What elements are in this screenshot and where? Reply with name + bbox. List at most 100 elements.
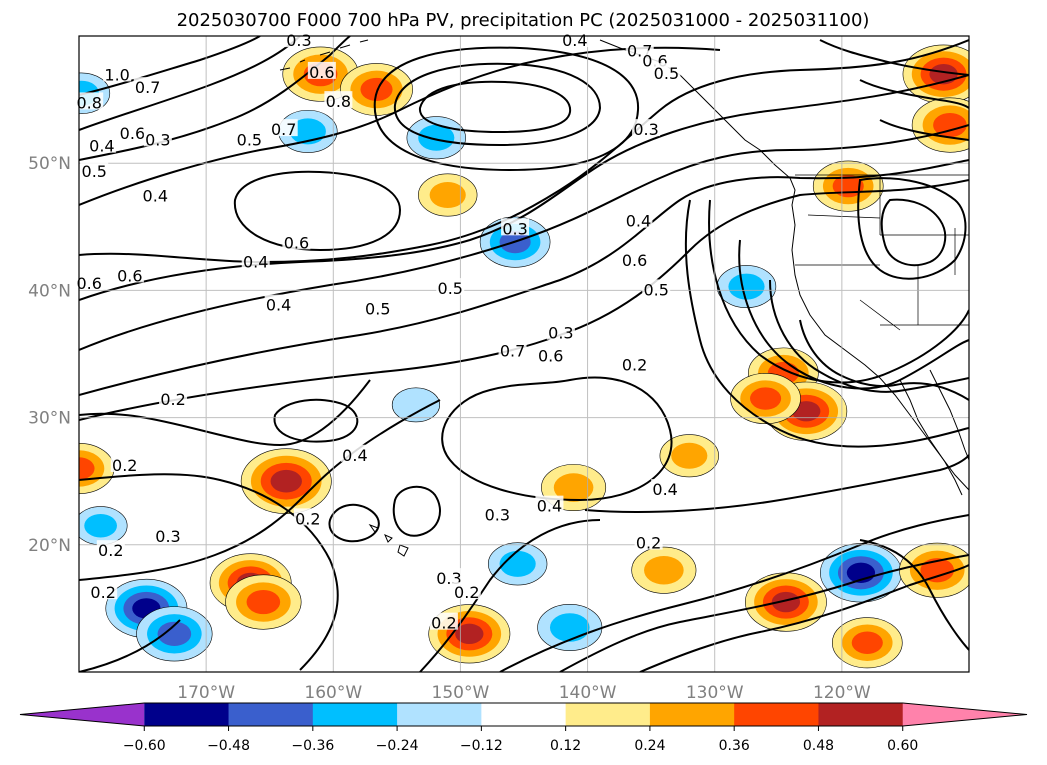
- colorbar-tick-label: −0.36: [291, 738, 334, 754]
- pv-contour-line: [684, 199, 969, 448]
- colorbar-tick-label: −0.12: [460, 738, 503, 754]
- contour-label-text: 0.5: [438, 279, 463, 298]
- pv-contour-line: [79, 124, 969, 351]
- contour-label: 0.7: [269, 119, 298, 139]
- precip-level-fill: [391, 387, 440, 423]
- precip-level-fill: [84, 513, 117, 538]
- contour-label-text: 0.5: [237, 130, 262, 149]
- precip-positive-blob: [418, 173, 478, 217]
- precip-positive-blob: [812, 160, 884, 212]
- contour-label-text: 0.8: [76, 93, 101, 112]
- state-borders: [795, 174, 969, 331]
- contour-label-text: 0.4: [266, 296, 291, 315]
- contour-label-bg: [651, 479, 680, 497]
- pv-contour-line: [880, 198, 947, 267]
- precip-level-fill: [549, 613, 590, 642]
- precip-positive-blob: [744, 572, 827, 632]
- precip-positive-blob: [631, 546, 697, 594]
- contour-label-text: 0.6: [309, 63, 334, 82]
- precip-level-fill: [455, 623, 484, 645]
- precip-negative-blob: [136, 606, 213, 662]
- contour-label: 0.6: [118, 122, 147, 143]
- latitude-tick-label: 50°N: [28, 154, 71, 174]
- contour-label: 0.3: [632, 119, 661, 139]
- colorbar-tick-label: 0.24: [634, 738, 665, 754]
- precip-level-fill: [644, 555, 684, 585]
- contour-label-bg: [115, 265, 144, 283]
- contour-label: 0.6: [115, 265, 144, 285]
- contour-label-bg: [535, 495, 564, 513]
- contour-label-bg: [75, 273, 104, 291]
- pv-contour-line: [859, 79, 969, 109]
- precip-positive-blob: [831, 617, 903, 669]
- pv-contour-line: [79, 619, 181, 672]
- pv-contour-line: [639, 564, 969, 672]
- north-america-coastline: [599, 39, 969, 491]
- contour-label-bg: [546, 322, 575, 340]
- contour-label-bg: [118, 122, 147, 140]
- contour-label: 0.2: [452, 582, 481, 602]
- contour-label: 0.4: [264, 294, 293, 315]
- contour-label: 0.3: [284, 30, 313, 50]
- colorbar-swatch: [734, 703, 819, 726]
- precip-positive-blob: [730, 373, 801, 425]
- contour-label-text: 0.4: [626, 212, 651, 231]
- contour-label-bg: [501, 218, 530, 236]
- precip-negative-blob: [537, 604, 603, 651]
- colorbar-tick-label: 0.36: [719, 738, 750, 754]
- contour-label: 0.4: [87, 135, 116, 156]
- contour-label: 0.6: [282, 232, 311, 252]
- pv-contour-line: [79, 179, 969, 421]
- pv-contour-line: [559, 554, 969, 672]
- map-area: 1.00.70.80.60.40.50.30.40.50.70.30.60.80…: [75, 30, 970, 673]
- contour-label-bg: [133, 77, 162, 95]
- contour-label-bg: [498, 340, 527, 358]
- colorbar-tick-label: −0.48: [207, 738, 250, 754]
- contour-label-text: 0.3: [633, 120, 658, 139]
- contour-label-text: 0.7: [271, 120, 296, 139]
- contour-label-bg: [80, 161, 109, 179]
- precip-level-fill: [246, 589, 281, 615]
- colorbar-swatch: [818, 703, 904, 726]
- precip-level-fill: [851, 631, 883, 654]
- contour-label: 0.6: [620, 250, 649, 270]
- pv-contour-line: [79, 36, 351, 161]
- precip-positive-blob: [79, 442, 115, 494]
- longitude-ticks: 170°W 160°W 150°W 140°W 130°W 120°W: [177, 683, 871, 703]
- contour-label: 0.8: [75, 92, 104, 112]
- contour-label-bg: [96, 540, 125, 558]
- longitude-tick-label: 140°W: [559, 683, 617, 703]
- contour-label-text: 0.4: [537, 497, 562, 516]
- contour-label-text: 0.3: [286, 31, 311, 50]
- contour-label: 0.2: [293, 508, 322, 528]
- contour-label: 0.2: [620, 354, 649, 374]
- contour-label: 0.2: [159, 388, 188, 409]
- graticule: [79, 36, 969, 672]
- contour-label-text: 0.2: [295, 509, 320, 528]
- colorbar-tick-label: −0.60: [123, 738, 166, 754]
- contour-label-text: 0.5: [82, 162, 107, 181]
- contour-label: 0.4: [141, 185, 170, 205]
- contour-label-bg: [483, 504, 512, 522]
- pv-contour-line: [708, 199, 969, 384]
- contour-label-bg: [620, 354, 649, 372]
- contour-label: 0.2: [89, 582, 118, 602]
- precip-level-fill: [553, 473, 594, 502]
- precip-positive-blob: [899, 542, 969, 598]
- precip-level-fill: [499, 550, 536, 577]
- pv-contour-line: [79, 159, 969, 396]
- contour-label: 0.7: [133, 77, 162, 97]
- precip-level-fill: [157, 621, 192, 646]
- contour-label: 0.3: [546, 322, 575, 343]
- pv-contour-layer: [79, 36, 969, 672]
- contour-label-text: 0.3: [485, 506, 510, 525]
- precip-level-fill: [289, 118, 326, 145]
- contour-label-text: 0.4: [243, 252, 268, 271]
- contour-label: 0.4: [241, 251, 270, 271]
- precip-positive-blob: [659, 434, 719, 478]
- contour-label-text: 0.3: [548, 324, 573, 343]
- precip-level-fill: [728, 273, 765, 300]
- contour-label-text: 0.4: [143, 186, 168, 205]
- precip-level-fill: [771, 591, 801, 613]
